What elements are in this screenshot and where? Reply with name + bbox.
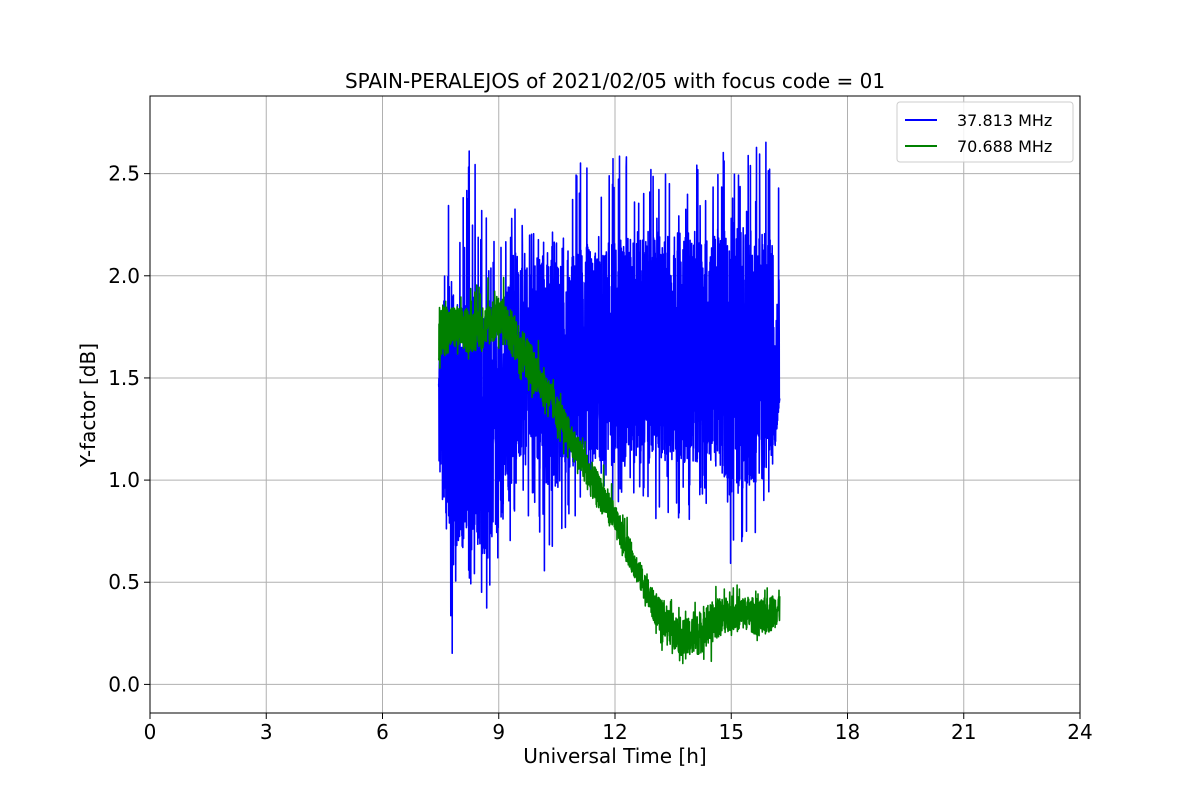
x-tick-label: 0: [144, 720, 157, 744]
legend-box: [896, 101, 1074, 163]
x-tick-label: 21: [951, 720, 976, 744]
legend-label-2: 70.688 MHz: [957, 137, 1052, 156]
series-line-1: [437, 141, 781, 654]
y-tick-label: 0.5: [108, 570, 140, 594]
x-tick-label: 9: [492, 720, 505, 744]
x-tick-label: 12: [602, 720, 627, 744]
legend-label-1: 37.813 MHz: [957, 111, 1052, 130]
plot-area: 0 3 6 9 12 15 18 21 24 0.0 0.5 1.0 1.5 2.0 2.5: [108, 95, 1093, 744]
y-tick-label: 1.0: [108, 468, 140, 492]
y-tick-label: 1.5: [108, 366, 140, 390]
x-tick-label: 3: [260, 720, 273, 744]
legend: 37.813 MHz 70.688 MHz: [896, 101, 1074, 163]
chart-title: SPAIN-PERALEJOS of 2021/02/05 with focus…: [345, 69, 885, 93]
x-tick-label: 6: [376, 720, 389, 744]
x-axis-label: Universal Time [h]: [523, 744, 706, 768]
x-tick-label: 15: [719, 720, 744, 744]
y-tick-label: 0.0: [108, 672, 140, 696]
y-tick-label: 2.0: [108, 264, 140, 288]
y-axis-label: Y-factor [dB]: [76, 343, 100, 468]
y-tick-label: 2.5: [108, 162, 140, 186]
x-tick-label: 24: [1067, 720, 1092, 744]
x-tick-label: 18: [835, 720, 860, 744]
series-line-2: [437, 276, 781, 665]
